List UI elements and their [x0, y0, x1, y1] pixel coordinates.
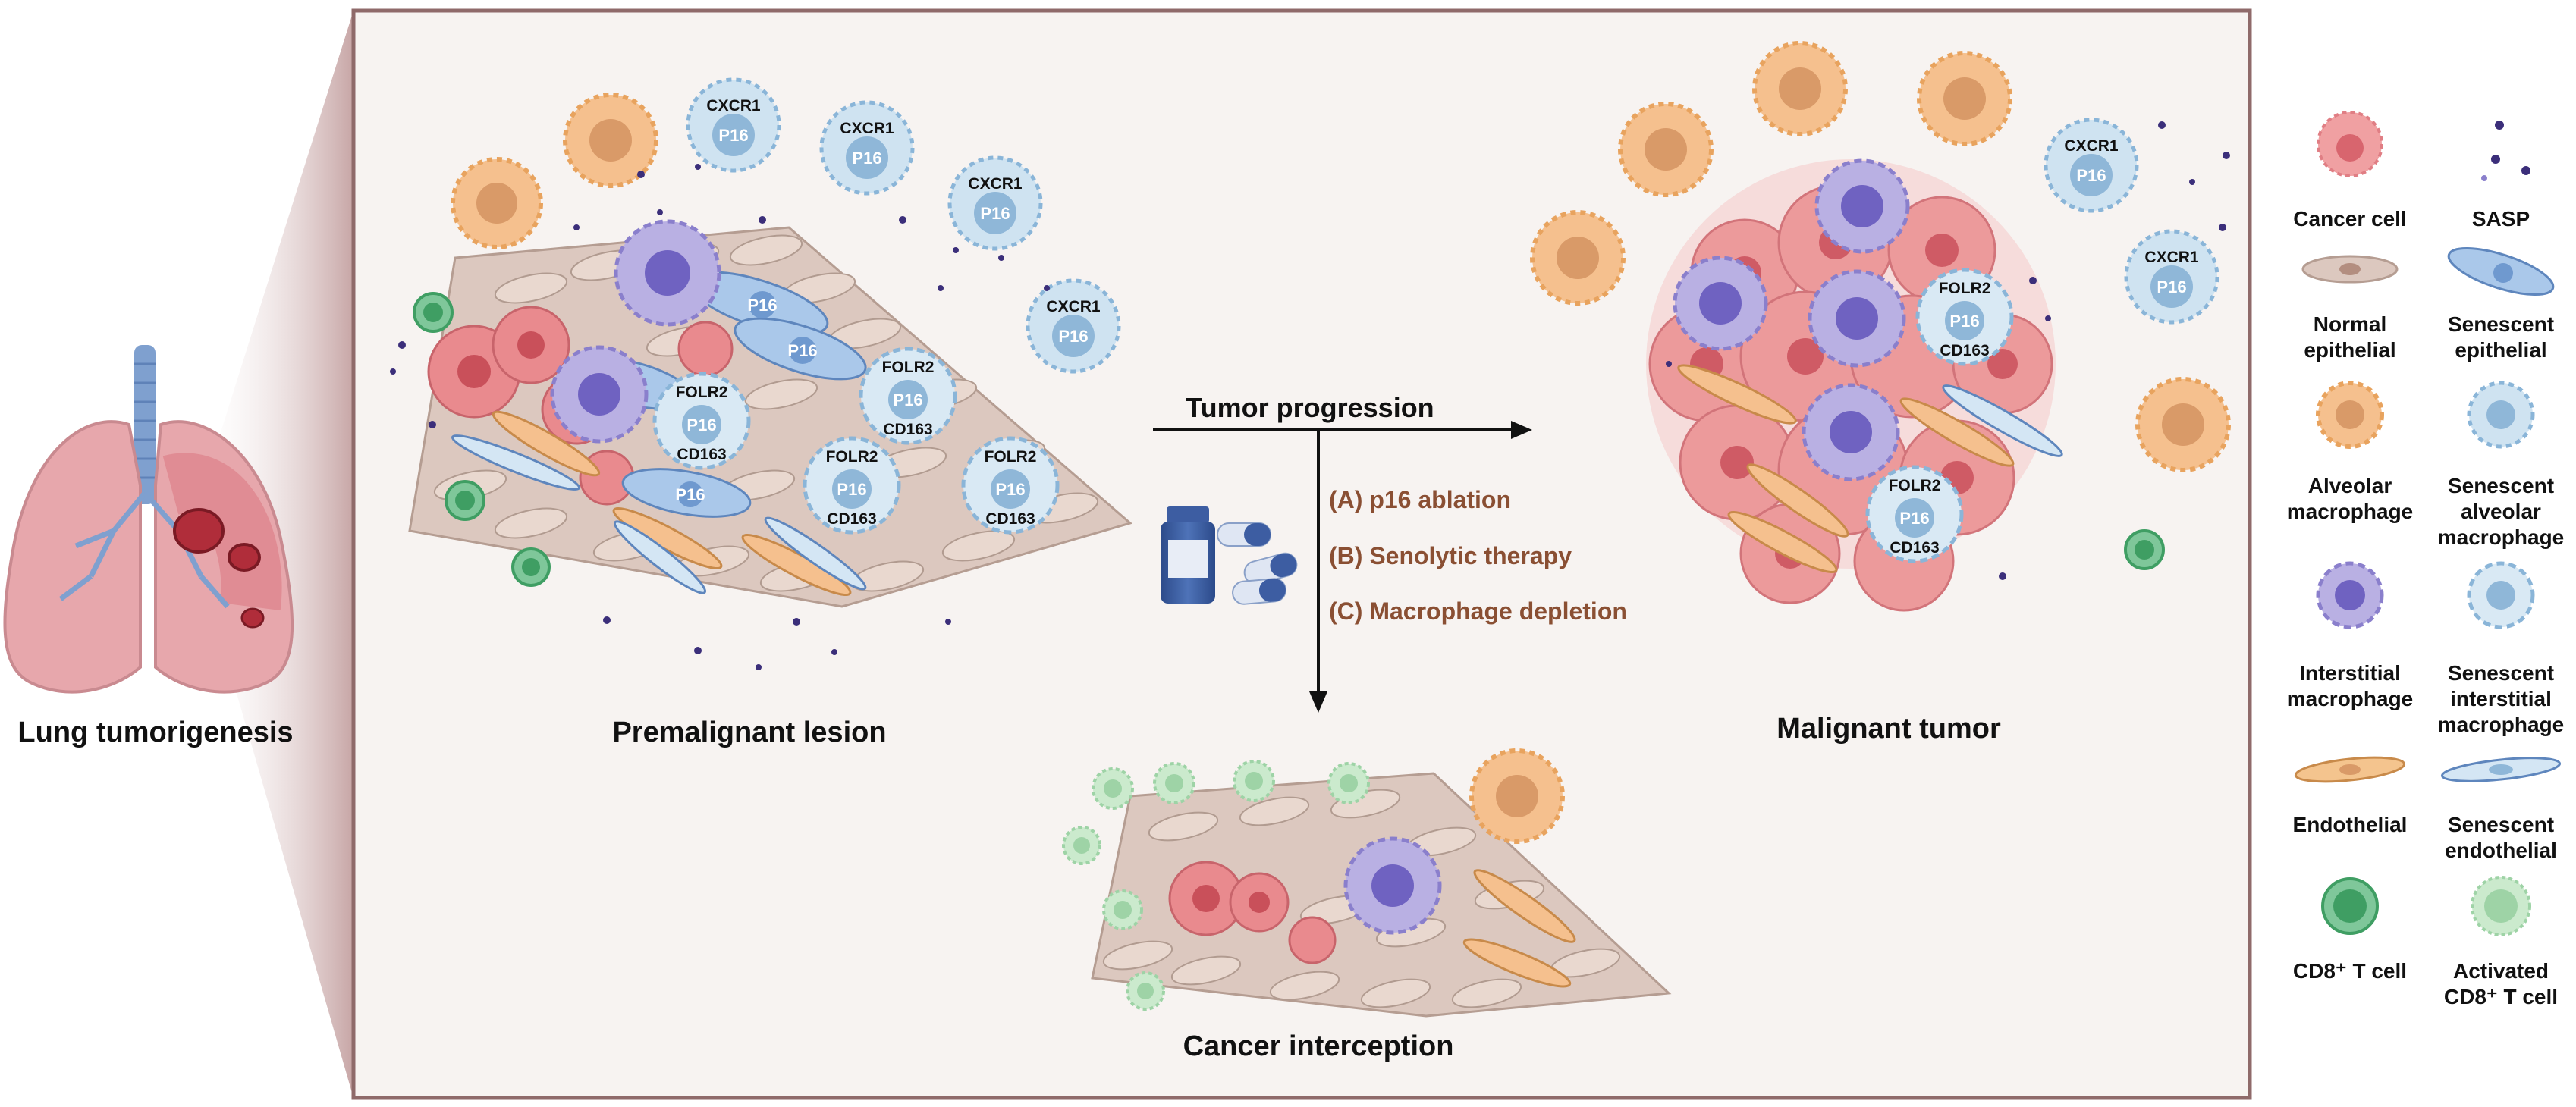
cd163-tag: CD163: [677, 446, 726, 463]
p16-tag: P16: [1949, 312, 1979, 331]
lung-tumor-small: [240, 607, 265, 629]
sasp-icon: [2481, 121, 2530, 181]
interstitial-macrophage-icon: [2316, 561, 2384, 629]
malignant-caption: Malignant tumor: [1776, 713, 2001, 745]
p16-tag: P16: [1058, 327, 1088, 346]
folr2-tag: FOLR2: [1939, 280, 1991, 297]
folr2-tag: FOLR2: [1889, 477, 1941, 494]
cd163-tag: CD163: [1890, 539, 1939, 557]
senescent-interstitial-macrophage-icon: [2467, 561, 2535, 629]
p16-tag: P16: [686, 416, 716, 434]
p16-tag: P16: [893, 390, 922, 409]
legend-label-activated-cd8-t-cell: Activated CD8⁺ T cell: [2444, 959, 2558, 1008]
premalignant-lesion: P16 P16 P16 P16: [390, 77, 1133, 670]
lung-caption: Lung tumorigenesis: [17, 717, 293, 748]
cxcr1-tag: CXCR1: [968, 175, 1023, 193]
cd163-tag: CD163: [985, 510, 1035, 528]
interception-caption: Cancer interception: [1183, 1030, 1454, 1062]
senescent-endothelial-icon: [2440, 757, 2562, 782]
malignant-tumor: FOLR2 P16 CD163 FOLR2 P16 CD163 CXCR1 P1…: [1530, 41, 2231, 612]
alveolar-macrophage-icon: [2316, 381, 2384, 449]
lung-tumor-medium: [228, 543, 261, 572]
progression-arrowhead: [1511, 421, 1532, 439]
cd8-t-cell-icon: [2321, 877, 2379, 935]
senescent-alveolar-macrophage-icon: [2467, 381, 2535, 449]
legend-label-normal-epithelial: Normal epithelial: [2304, 312, 2395, 362]
cxcr1-tag: CXCR1: [1046, 298, 1101, 315]
endothelial-icon: [2294, 756, 2406, 783]
lung-illustration: [3, 345, 294, 694]
lung-tumor-large: [173, 508, 225, 554]
legend-label-cancer-cell: Cancer cell: [2293, 207, 2406, 230]
p16-tag: P16: [747, 296, 777, 315]
cxcr1-tag: CXCR1: [706, 97, 761, 114]
legend-label-cd8-t-cell: CD8⁺ T cell: [2293, 959, 2407, 983]
legend: Cancer cell SASP Normal epithelial Senesc…: [2287, 111, 2565, 1008]
p16-tag: P16: [995, 480, 1025, 499]
interception-arrowhead: [1309, 691, 1327, 713]
sasp-dots: [390, 164, 1050, 670]
folr2-tag: FOLR2: [985, 448, 1037, 466]
cd163-tag: CD163: [827, 510, 876, 528]
treatment-b: (B) Senolytic therapy: [1329, 542, 1572, 569]
legend-label-senescent-epithelial: Senescent epithelial: [2448, 312, 2554, 362]
p16-tag: P16: [675, 485, 705, 504]
treatment-a: (A) p16 ablation: [1329, 486, 1511, 513]
p16-tag: P16: [2076, 166, 2106, 185]
alveolar-macrophages: [451, 93, 658, 249]
legend-label-sasp: SASP: [2472, 207, 2530, 230]
epithelial-sheet: [408, 226, 1133, 608]
cxcr1-tag: CXCR1: [2144, 249, 2199, 266]
p16-tag: P16: [2157, 278, 2186, 296]
cxcr1-tag: CXCR1: [2064, 137, 2119, 155]
folr2-tag: FOLR2: [882, 359, 935, 376]
p16-tag: P16: [852, 149, 881, 168]
legend-label-senescent-endothelial: Senescent endothelial: [2445, 813, 2557, 862]
p16-tag: P16: [837, 480, 866, 499]
premalignant-caption: Premalignant lesion: [612, 717, 886, 748]
folr2-tag: FOLR2: [826, 448, 878, 466]
normal-epithelial-icon: [2301, 255, 2399, 284]
p16-tag: P16: [787, 341, 817, 360]
trachea: [134, 345, 156, 504]
legend-label-senescent-alveolar-macrophage: Senescent alveolar macrophage: [2438, 474, 2565, 549]
legend-label-alveolar-macrophage: Alveolar macrophage: [2287, 474, 2414, 523]
left-lung: [3, 420, 142, 694]
legend-label-endothelial: Endothelial: [2293, 813, 2408, 836]
cd163-tag: CD163: [1940, 342, 1989, 359]
folr2-tag: FOLR2: [676, 384, 728, 401]
capsule-icon: [1217, 522, 1298, 605]
cancer-interception: [1062, 748, 1672, 1018]
legend-label-interstitial-macrophage: Interstitial macrophage: [2287, 661, 2414, 710]
cancer-cell-icon: [2317, 111, 2383, 177]
interstitial-macrophages: [550, 219, 721, 444]
senescent-endothelial-cells: [451, 434, 867, 594]
activated-cd8-t-cell-icon: [2471, 876, 2531, 936]
legend-label-senescent-interstitial-macrophage: Senescent interstitial macrophage: [2438, 661, 2565, 736]
p16-tag: P16: [718, 126, 748, 145]
drug-vial-icon: [1161, 506, 1215, 604]
endothelial-cells: [492, 410, 852, 597]
cxcr1-tag: CXCR1: [840, 120, 894, 137]
progression-label: Tumor progression: [1186, 392, 1434, 423]
cd163-tag: CD163: [883, 421, 932, 438]
treatment-c: (C) Macrophage depletion: [1329, 597, 1627, 625]
senescent-epithelial-icon: [2447, 246, 2555, 296]
p16-tag: P16: [980, 204, 1010, 223]
p16-tag: P16: [1899, 509, 1929, 528]
